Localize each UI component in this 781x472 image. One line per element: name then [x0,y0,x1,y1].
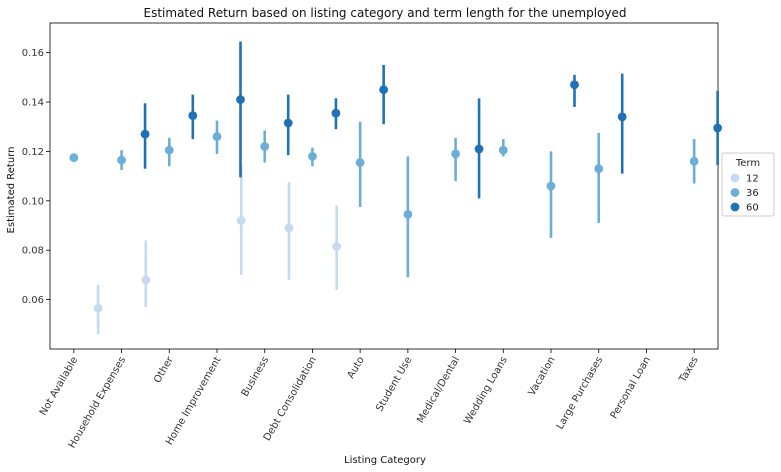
y-tick-label: 0.10 [22,196,44,207]
point-12 [284,223,294,233]
x-axis-title: Listing Category [344,455,426,466]
chart-title: Estimated Return based on listing catego… [144,6,627,20]
x-tick-label: Medical/Dental [415,355,462,425]
y-tick-label: 0.16 [22,48,44,59]
point-60 [331,108,341,118]
y-tick-label: 0.14 [22,98,44,109]
point-36 [355,158,365,167]
point-60 [283,118,293,128]
x-tick-label: Debt Consolidation [262,355,319,443]
y-tick-label: 0.08 [22,246,44,257]
point-12 [141,275,151,285]
point-36 [546,181,556,191]
legend-marker-60 [730,202,740,212]
x-tick-label: Taxes [677,355,701,385]
point-60 [474,144,484,154]
x-tick-label: Wedding Loans [462,355,510,426]
point-60 [617,112,627,122]
x-tick-label: Business [240,355,272,399]
x-tick-label: Household Expenses [67,355,128,450]
x-tick-label: Personal Loan [609,355,653,421]
point-36 [594,164,604,174]
legend: Term 12 36 60 [721,152,775,217]
legend-label-12: 12 [746,174,759,185]
legend-label-60: 60 [746,203,759,214]
point-36 [164,145,174,155]
point-36 [451,149,460,159]
data-marks [69,41,723,335]
x-tick-label: Vacation [527,355,558,398]
x-tick-label: Not Available [38,355,81,418]
point-60 [379,85,389,95]
x-tick-label: Other [152,354,176,385]
point-12 [236,216,246,225]
point-36 [212,132,222,142]
point-12 [332,242,342,251]
point-36 [308,151,317,161]
point-36 [260,142,270,151]
point-60 [188,111,198,121]
legend-frame [721,152,775,217]
point-36 [403,210,413,219]
point-60 [140,129,150,139]
point-36 [69,153,79,162]
x-tick-label: Auto [346,355,367,381]
point-60 [570,80,579,90]
y-tick-label: 0.06 [22,295,44,306]
point-60 [236,95,245,104]
legend-marker-12 [730,173,740,183]
x-tick-label: Home Improvement [164,355,224,447]
legend-label-36: 36 [746,188,759,199]
y-axis-title: Estimated Return [6,147,17,234]
point-36 [689,156,699,166]
point-36 [117,155,126,165]
x-tick-label: Student Use [374,355,414,414]
point-60 [713,123,723,133]
legend-title: Term [735,158,760,169]
legend-marker-36 [730,188,740,197]
x-tick-label: Large Purchases [555,355,605,431]
point-36 [498,145,508,155]
point-12 [93,303,103,313]
y-tick-label: 0.12 [22,147,44,158]
